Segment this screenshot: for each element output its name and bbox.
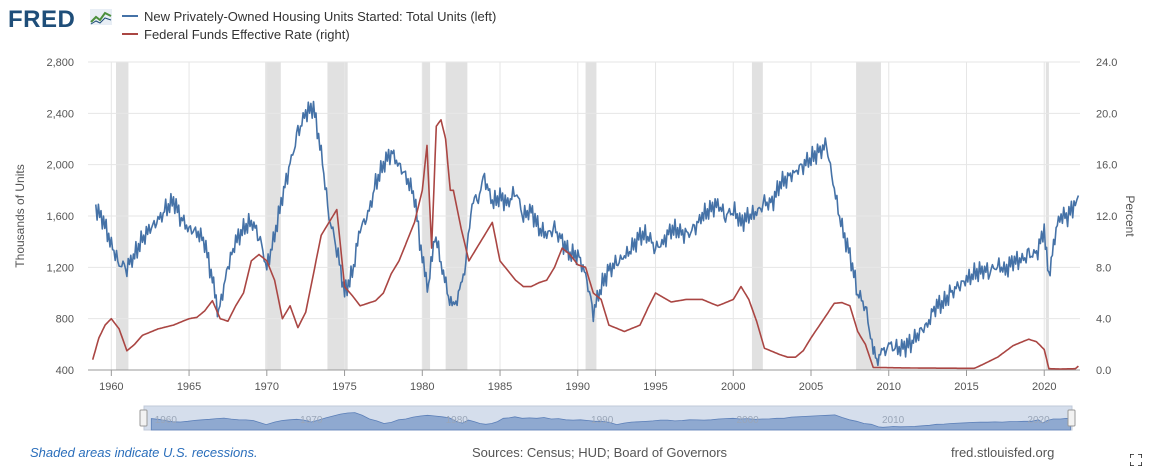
y-tick-label-left: 2,400 (46, 108, 74, 120)
navigator-label: 2020 (1027, 415, 1050, 426)
navigator-handle-left[interactable] (139, 409, 148, 427)
chart-legend: New Privately-Owned Housing Units Starte… (122, 7, 496, 43)
navigator-label: 1990 (591, 415, 614, 426)
series-line-fed-funds-rate[interactable] (91, 119, 1079, 370)
line-graph-icon (90, 9, 112, 25)
y-tick-label-right: 16.0 (1096, 160, 1117, 172)
y-tick-label-right: 0.0 (1096, 365, 1111, 377)
y-tick-label-left: 800 (56, 314, 74, 326)
y-tick-label-right: 8.0 (1096, 262, 1111, 274)
sources-text: Sources: Census; HUD; Board of Governors (472, 445, 728, 460)
y-tick-label-right: 4.0 (1096, 314, 1111, 326)
legend-item-fedfunds[interactable]: Federal Funds Effective Rate (right) (122, 25, 496, 43)
x-tick-label: 2020 (1032, 381, 1056, 393)
navigator-label: 1980 (446, 415, 469, 426)
x-tick-label: 1970 (255, 381, 279, 393)
fred-logo[interactable]: FRED (8, 6, 76, 33)
x-tick-label: 1975 (332, 381, 356, 393)
y-tick-label-right: 12.0 (1096, 211, 1117, 223)
chart-area: 400 0.0 800 4.0 1,200 8.0 1,600 12.0 2,000 16.0 2,… (13, 57, 1137, 431)
y-axis-title-right: Percent (1123, 195, 1137, 237)
x-tick-label: 1980 (410, 381, 434, 393)
x-tick-label: 1985 (488, 381, 512, 393)
legend-item-housing[interactable]: New Privately-Owned Housing Units Starte… (122, 7, 496, 25)
y-tick-label-left: 400 (56, 365, 74, 377)
navigator-series-area (150, 412, 1071, 431)
x-tick-label: 2015 (954, 381, 978, 393)
y-axis-title-left: Thousands of Units (13, 164, 27, 267)
x-tick-label: 2005 (799, 381, 823, 393)
y-tick-label-left: 2,800 (46, 57, 74, 69)
legend-swatch-housing (122, 15, 138, 17)
x-tick-label: 1960 (99, 381, 123, 393)
series-line-housing-starts[interactable] (95, 100, 1080, 367)
navigator-label: 1960 (155, 415, 178, 426)
navigator-label: 1970 (300, 415, 323, 426)
navigator-label: 2000 (737, 415, 760, 426)
navigator-handle-right[interactable] (1067, 409, 1076, 427)
y-tick-label-left: 1,200 (46, 262, 74, 274)
recession-note: Shaded areas indicate U.S. recessions. (30, 445, 258, 460)
y-tick-label-right: 24.0 (1096, 57, 1117, 69)
x-tick-label: 1990 (566, 381, 590, 393)
y-tick-label-left: 1,600 (46, 211, 74, 223)
x-tick-label: 2000 (721, 381, 745, 393)
legend-label-housing: New Privately-Owned Housing Units Starte… (144, 8, 497, 24)
expand-icon[interactable] (1130, 454, 1142, 466)
site-link[interactable]: fred.stlouisfed.org (951, 445, 1055, 460)
x-tick-label: 2010 (877, 381, 901, 393)
legend-label-fedfunds: Federal Funds Effective Rate (right) (144, 26, 350, 42)
chart-header: FRED New Privately-Owned Housing Units S… (0, 0, 1165, 52)
navigator-label: 2010 (882, 415, 905, 426)
x-tick-label: 1965 (177, 381, 201, 393)
x-tick-label: 1995 (643, 381, 667, 393)
y-tick-label-right: 20.0 (1096, 108, 1117, 120)
y-tick-label-left: 2,000 (46, 160, 74, 172)
legend-swatch-fedfunds (122, 33, 138, 35)
